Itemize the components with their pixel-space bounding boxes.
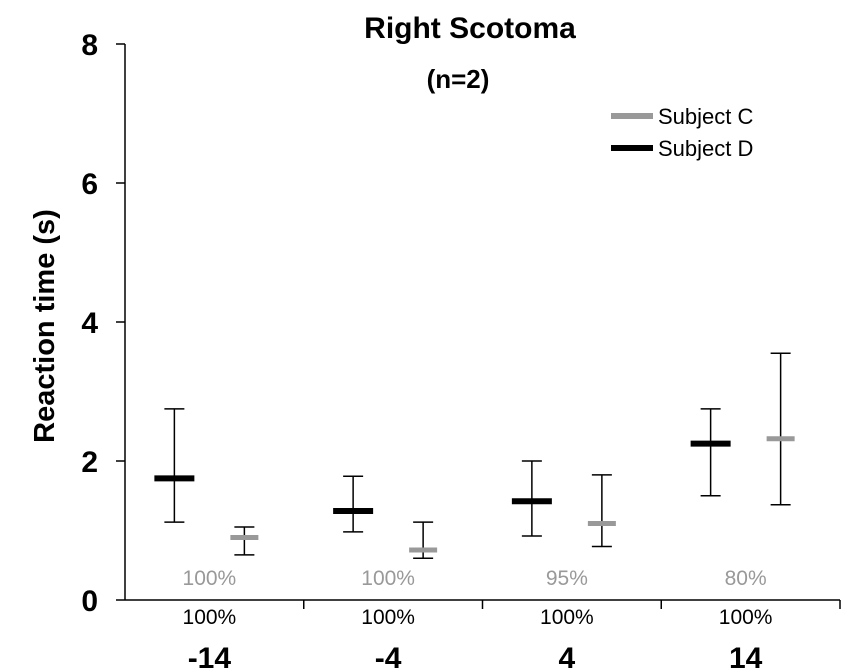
percent-label-subject-d: 100% [361,606,415,629]
legend-label-subject-d: Subject D [658,136,753,161]
x-ticks: -14 -4 4 14 [188,600,841,671]
legend-label-subject-c: Subject C [658,104,753,129]
series-marks [154,352,795,560]
y-tick-label: 2 [81,446,98,479]
percent-label-subject-d: 100% [540,606,594,629]
y-axis-label: Reaction time (s) [29,209,61,443]
percent-label-subject-c: 100% [361,567,415,590]
y-tick-label: 4 [81,307,98,340]
y-tick-label: 8 [81,29,98,62]
percent-label-subject-c: 95% [546,567,588,590]
percent-labels: 100% 100% 100% 100% 95% 100% 80% 100% [183,567,773,629]
y-tick-label: 0 [81,585,98,618]
x-tick-label: 14 [729,642,763,671]
y-ticks: 0 2 4 6 8 [81,29,125,618]
percent-label-subject-d: 100% [719,606,773,629]
percent-label-subject-d: 100% [183,606,237,629]
chart-title: Right Scotoma [364,12,576,45]
chart-subtitle: (n=2) [427,64,490,94]
x-tick-label: -14 [188,642,232,671]
x-tick-label: 4 [559,642,576,671]
y-tick-label: 6 [81,168,98,201]
x-tick-label: -4 [375,642,402,671]
percent-label-subject-c: 80% [725,567,767,590]
legend: Subject C Subject D [611,104,753,161]
percent-label-subject-c: 100% [183,567,237,590]
